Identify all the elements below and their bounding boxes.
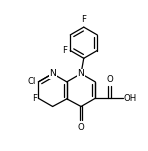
Text: F: F: [62, 46, 67, 55]
Text: Cl: Cl: [28, 77, 36, 86]
Text: O: O: [106, 75, 113, 84]
Text: N: N: [78, 69, 85, 78]
Text: N: N: [49, 69, 56, 78]
Text: OH: OH: [124, 94, 137, 103]
Text: O: O: [78, 123, 84, 132]
Text: F: F: [81, 15, 86, 24]
Text: F: F: [32, 94, 37, 103]
